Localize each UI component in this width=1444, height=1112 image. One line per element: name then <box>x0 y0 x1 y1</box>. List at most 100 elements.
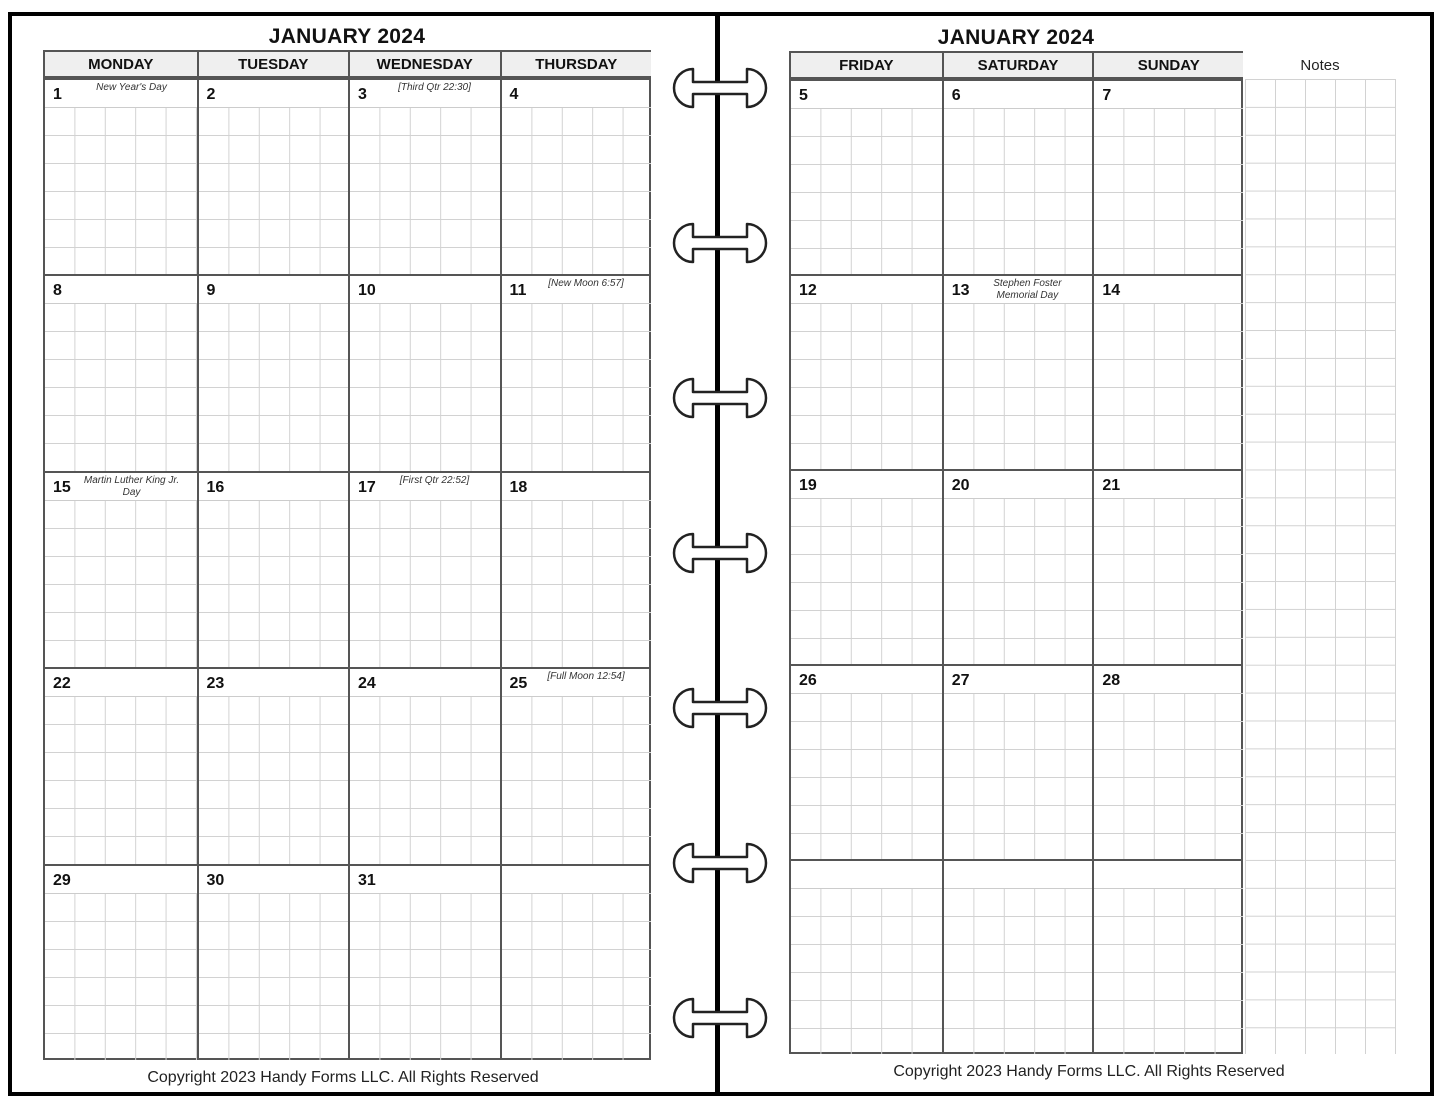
day-number: 10 <box>358 282 376 300</box>
day-number: 16 <box>206 478 225 496</box>
day-number: 30 <box>206 871 225 889</box>
day-cell-8[interactable]: 8 <box>45 274 197 471</box>
writing-grid <box>45 107 197 275</box>
day-cell-16[interactable]: 16 <box>196 470 348 668</box>
day-number: 26 <box>799 672 817 689</box>
day-cell-17[interactable]: 17 [First Qtr 22:52] <box>348 470 500 668</box>
weekday-header-monday: MONDAY <box>45 52 197 78</box>
day-number: 17 <box>358 478 376 496</box>
writing-grid <box>501 107 651 275</box>
day-cell-21[interactable]: 21 <box>1092 469 1244 664</box>
day-cell-7[interactable]: 7 <box>1092 79 1244 274</box>
writing-grid <box>45 696 197 864</box>
writing-grid <box>198 303 348 471</box>
day-number: 2 <box>206 86 216 103</box>
day-cell-18[interactable]: 18 <box>499 470 651 668</box>
binder-ring-icon <box>668 377 772 419</box>
day-cell-27[interactable]: 27 <box>941 664 1093 859</box>
writing-grid <box>198 499 348 668</box>
binder-ring-icon <box>668 842 772 884</box>
day-annotation: [New Moon 6:57] <box>548 278 624 290</box>
day-cell-20[interactable]: 20 <box>941 469 1093 664</box>
day-number: 31 <box>358 871 376 889</box>
day-cell-2[interactable]: 2 <box>196 78 348 275</box>
day-cell-11[interactable]: 11 [New Moon 6:57] <box>499 274 651 471</box>
day-cell-30[interactable]: 30 <box>196 863 348 1060</box>
binder-ring-icon <box>668 997 772 1039</box>
day-cell-12[interactable]: 12 <box>791 274 942 469</box>
day-number: 15 <box>53 478 71 496</box>
left-copyright: Copyright 2023 Handy Forms LLC. All Righ… <box>147 1069 539 1086</box>
right-calendar-table: FRIDAY SATURDAY SUNDAY 5 6 7 12 13 Stephen Foste… <box>789 51 1244 1054</box>
day-cell-28[interactable]: 28 <box>1092 664 1244 859</box>
day-cell-6[interactable]: 6 <box>941 79 1093 274</box>
binder-ring-icon <box>668 67 772 109</box>
day-cell-19[interactable]: 19 <box>791 469 942 664</box>
day-cell-empty[interactable] <box>941 859 1093 1054</box>
writing-grid <box>943 693 1093 859</box>
writing-grid <box>943 888 1093 1054</box>
day-cell-10[interactable]: 10 <box>348 274 500 471</box>
writing-grid <box>198 696 348 864</box>
day-number: 3 <box>358 86 367 103</box>
writing-grid <box>943 108 1093 274</box>
day-cell-9[interactable]: 9 <box>196 274 348 471</box>
day-number: 5 <box>799 87 808 104</box>
day-annotation: [Full Moon 12:54] <box>547 671 625 683</box>
notes-grid[interactable] <box>1245 79 1396 1054</box>
writing-grid <box>791 303 942 469</box>
day-cell-14[interactable]: 14 <box>1092 274 1244 469</box>
writing-grid <box>198 892 348 1060</box>
day-cell-22[interactable]: 22 <box>45 667 197 864</box>
writing-grid <box>501 892 651 1060</box>
day-number: 11 <box>509 282 527 300</box>
writing-grid <box>501 303 651 471</box>
writing-grid <box>45 303 197 471</box>
right-copyright: Copyright 2023 Handy Forms LLC. All Righ… <box>893 1063 1285 1080</box>
day-cell-15[interactable]: 15 Martin Luther King Jr. Day <box>45 470 197 668</box>
day-number: 24 <box>358 675 376 693</box>
writing-grid <box>45 892 197 1060</box>
day-number: 13 <box>951 282 970 299</box>
day-number: 14 <box>1102 282 1121 299</box>
day-number: 20 <box>951 477 970 494</box>
day-cell-29[interactable]: 29 <box>45 863 197 1060</box>
weekday-header-wednesday: WEDNESDAY <box>348 52 500 78</box>
writing-grid <box>350 892 500 1060</box>
right-page-title: JANUARY 2024 <box>937 26 1095 49</box>
day-cell-25[interactable]: 25 [Full Moon 12:54] <box>499 667 651 864</box>
day-cell-13[interactable]: 13 Stephen Foster Memorial Day <box>941 274 1093 469</box>
day-number: 28 <box>1102 672 1121 689</box>
day-annotation: Stephen Foster Memorial Day <box>993 278 1062 301</box>
day-number: 7 <box>1102 87 1112 104</box>
binder-ring-icon <box>668 222 772 264</box>
writing-grid <box>791 693 942 859</box>
day-cell-empty[interactable] <box>791 859 942 1054</box>
day-cell-26[interactable]: 26 <box>791 664 942 859</box>
day-cell-5[interactable]: 5 <box>791 79 942 274</box>
day-cell-4[interactable]: 4 <box>499 78 651 275</box>
writing-grid <box>45 499 197 668</box>
day-cell-empty[interactable] <box>1092 859 1244 1054</box>
day-cell-23[interactable]: 23 <box>196 667 348 864</box>
writing-grid <box>501 696 651 864</box>
binder-ring-icon <box>668 532 772 574</box>
writing-grid <box>1094 888 1244 1054</box>
writing-grid <box>791 498 942 664</box>
day-cell-3[interactable]: 3 [Third Qtr 22:30] <box>348 78 500 275</box>
weekday-header-saturday: SATURDAY <box>941 53 1093 79</box>
day-number: 6 <box>951 87 961 104</box>
writing-grid <box>350 499 500 668</box>
day-cell-31[interactable]: 31 <box>348 863 500 1060</box>
writing-grid <box>198 107 348 275</box>
writing-grid <box>350 107 500 275</box>
writing-grid <box>350 303 500 471</box>
day-cell-24[interactable]: 24 <box>348 667 500 864</box>
writing-grid <box>1094 498 1244 664</box>
writing-grid <box>943 498 1093 664</box>
day-cell-empty[interactable] <box>499 863 651 1060</box>
day-cell-1[interactable]: 1 New Year's Day <box>45 78 197 275</box>
day-annotation: Martin Luther King Jr. Day <box>83 474 180 498</box>
day-annotation: [First Qtr 22:52] <box>399 474 470 486</box>
notes-label: Notes <box>1300 57 1340 74</box>
